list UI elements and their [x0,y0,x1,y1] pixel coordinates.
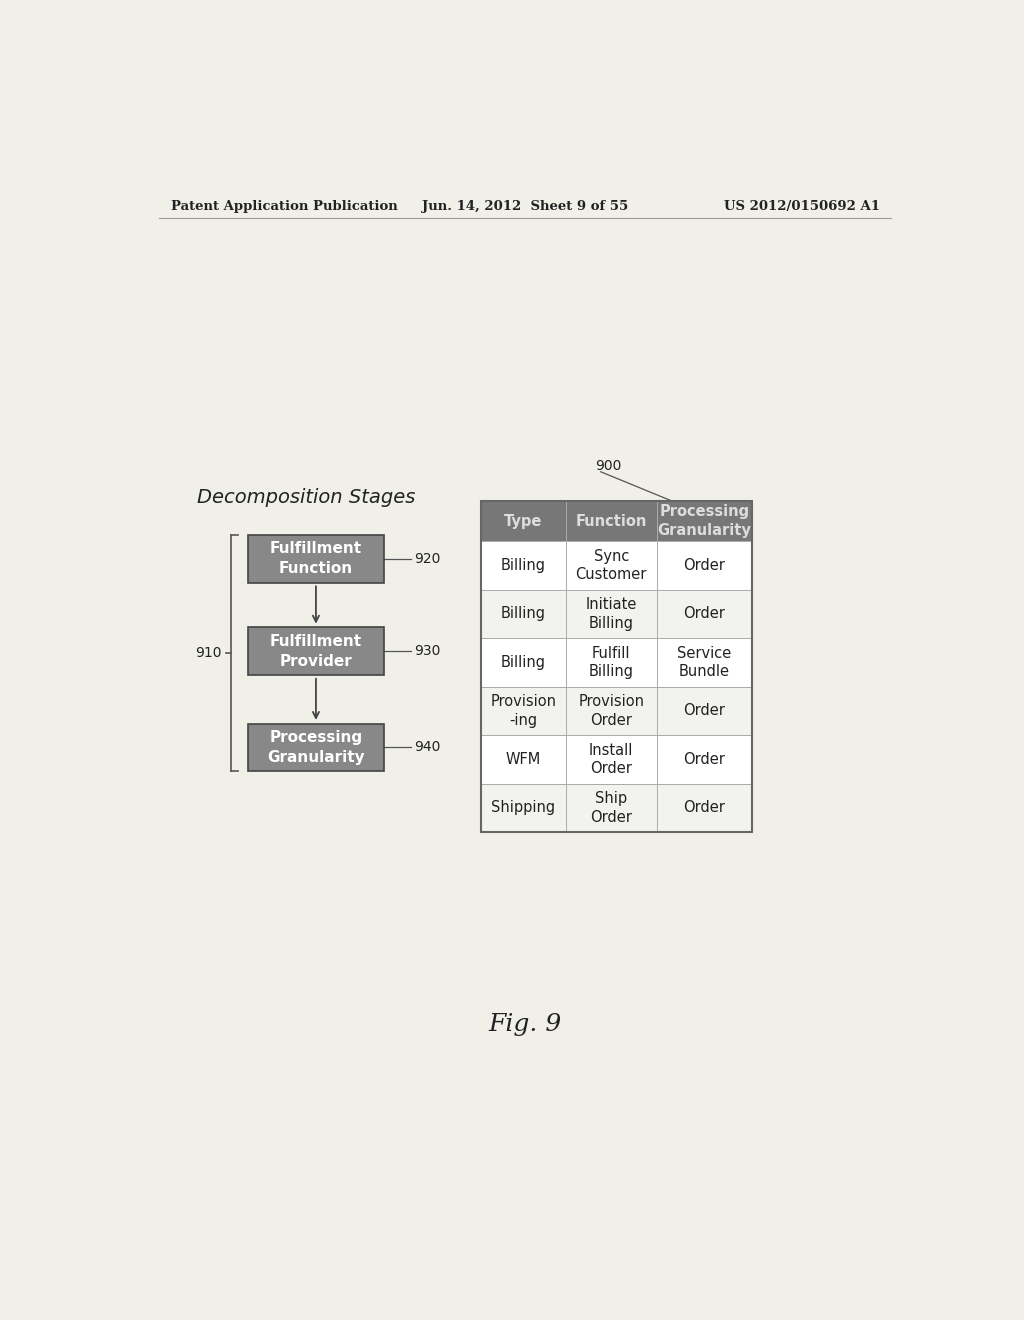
Text: Fulfill
Billing: Fulfill Billing [589,645,634,680]
Bar [656,638,752,686]
Bar [480,638,566,686]
Text: Order: Order [683,606,725,622]
Text: 900: 900 [595,459,622,474]
Bar [566,638,656,686]
Bar [656,735,752,784]
Bar [480,686,566,735]
Text: Install
Order: Install Order [589,743,634,776]
Text: Decomposition Stages: Decomposition Stages [197,487,416,507]
Bar [248,627,384,675]
Text: Type: Type [504,513,543,528]
Text: Patent Application Publication: Patent Application Publication [171,199,397,213]
Text: Initiate
Billing: Initiate Billing [586,597,637,631]
Bar [480,502,566,541]
Bar [566,590,656,638]
Text: Order: Order [683,752,725,767]
Bar [656,541,752,590]
Text: 930: 930 [414,644,440,659]
Bar [248,723,384,771]
Text: Service
Bundle: Service Bundle [677,645,731,680]
Bar [566,735,656,784]
Text: Ship
Order: Ship Order [590,791,632,825]
Bar [480,502,752,832]
Text: Shipping: Shipping [492,800,555,816]
Text: Jun. 14, 2012  Sheet 9 of 55: Jun. 14, 2012 Sheet 9 of 55 [422,199,628,213]
Text: Provision
-ing: Provision -ing [490,694,556,727]
Bar [656,590,752,638]
Text: Order: Order [683,704,725,718]
Text: US 2012/0150692 A1: US 2012/0150692 A1 [724,199,880,213]
Bar [480,784,566,832]
Bar [480,590,566,638]
Text: 910: 910 [196,645,222,660]
Bar [656,502,752,541]
Text: Fulfillment
Provider: Fulfillment Provider [270,634,362,669]
Bar [480,735,566,784]
Text: WFM: WFM [506,752,541,767]
Bar [480,541,566,590]
Bar [566,502,656,541]
Text: 920: 920 [414,552,440,566]
Text: Fig. 9: Fig. 9 [488,1014,561,1036]
Text: Sync
Customer: Sync Customer [575,549,647,582]
Bar [566,541,656,590]
Text: Provision
Order: Provision Order [579,694,644,727]
Text: Processing
Granularity: Processing Granularity [267,730,365,764]
Text: Billing: Billing [501,606,546,622]
Text: Billing: Billing [501,558,546,573]
Bar [566,784,656,832]
Text: 940: 940 [414,741,440,755]
Text: Function: Function [575,513,647,528]
Bar [248,535,384,582]
Bar [566,686,656,735]
Text: Processing
Granularity: Processing Granularity [657,504,752,537]
Bar [656,784,752,832]
Text: Order: Order [683,800,725,816]
Text: Billing: Billing [501,655,546,669]
Text: Order: Order [683,558,725,573]
Bar [656,686,752,735]
Text: Fulfillment
Function: Fulfillment Function [270,541,362,577]
